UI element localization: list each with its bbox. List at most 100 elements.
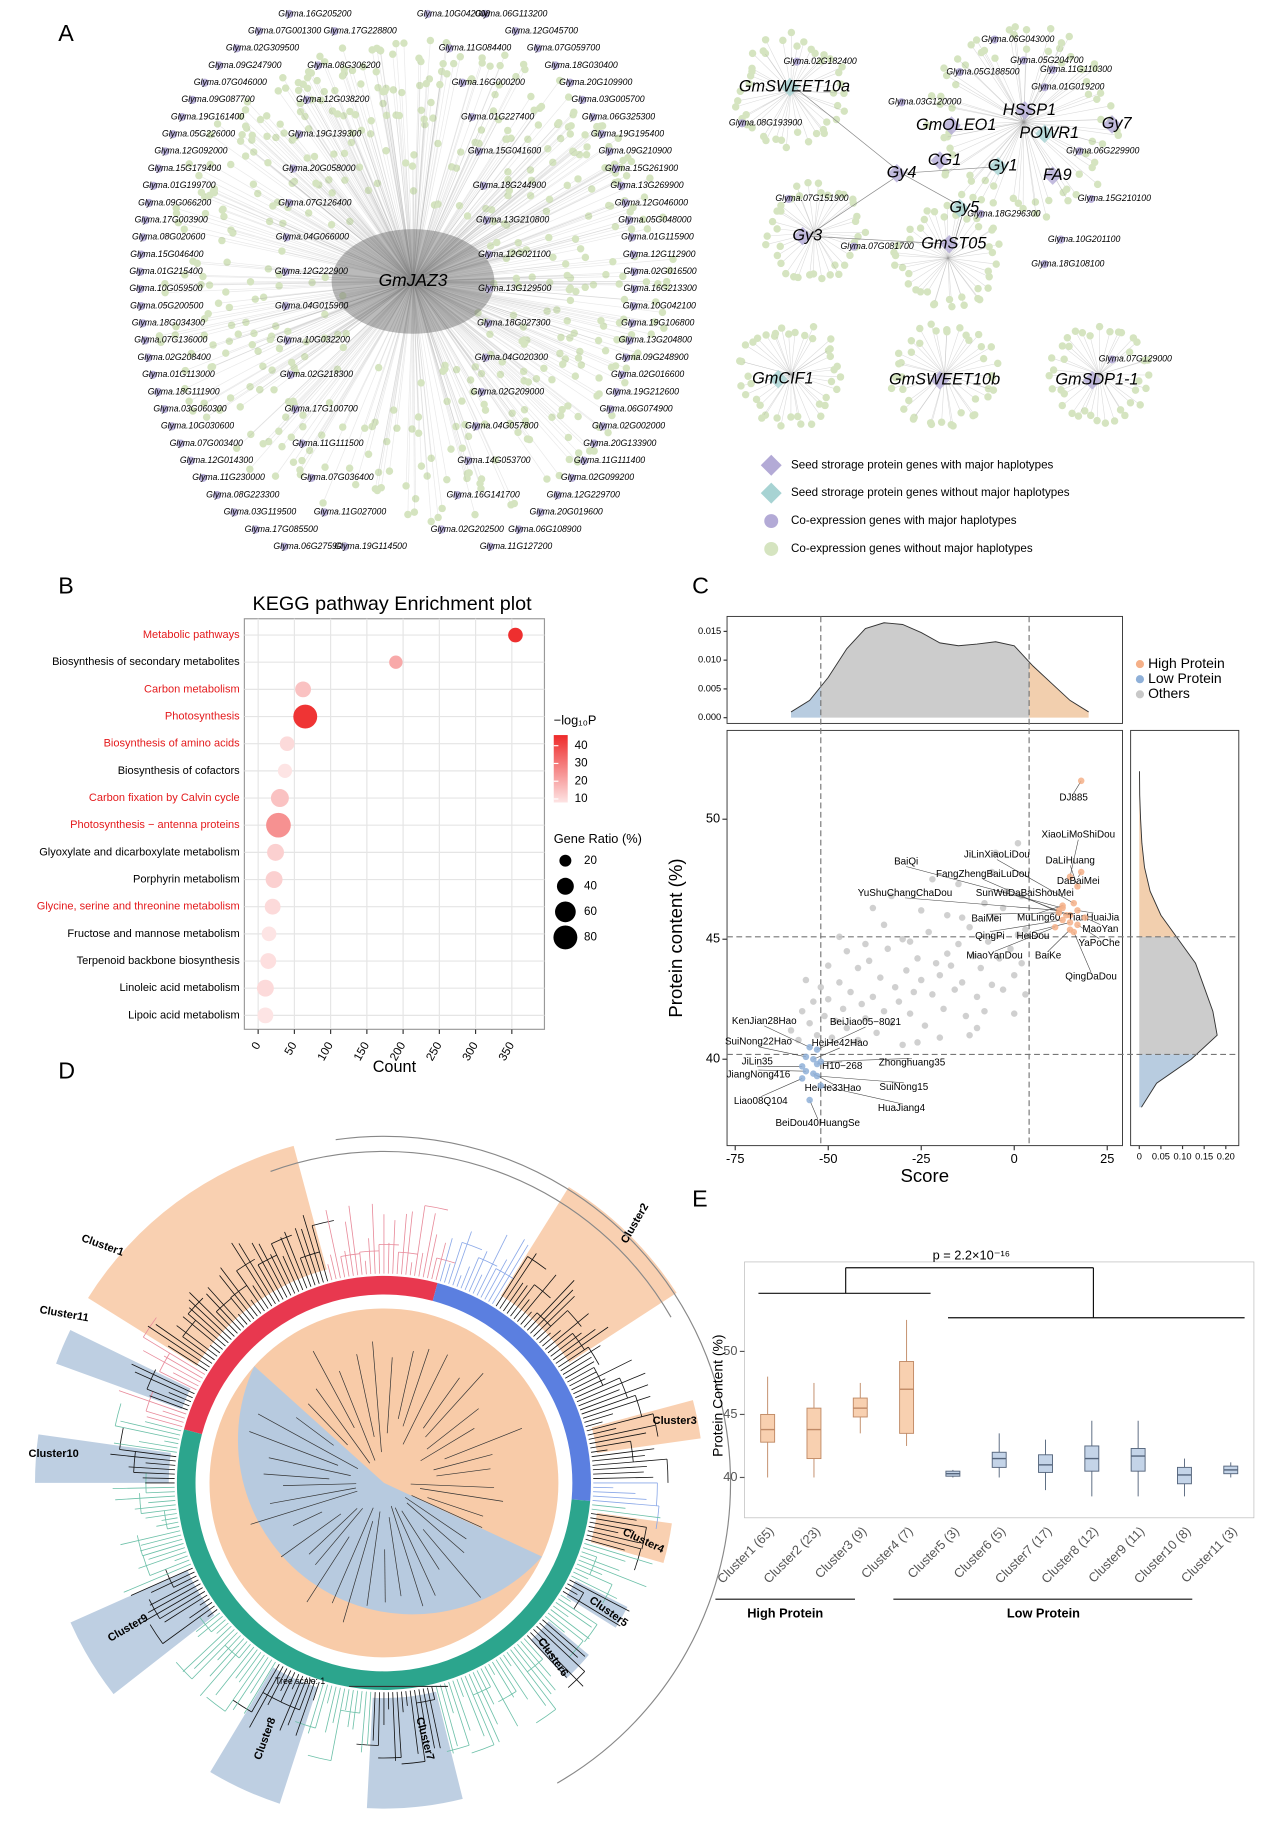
- edge: [790, 90, 825, 134]
- edge: [944, 121, 1024, 138]
- edge: [412, 281, 511, 424]
- node: [1136, 401, 1144, 409]
- branch: [182, 1625, 232, 1672]
- edge: [344, 73, 414, 282]
- edge: [412, 281, 446, 366]
- branch: [499, 1657, 529, 1700]
- edge: [210, 281, 414, 368]
- gene-label: Glyma.01G113000: [142, 369, 215, 379]
- ring: [432, 1282, 591, 1501]
- hub-label: Gy5: [949, 198, 980, 216]
- edge: [944, 346, 992, 375]
- node: [321, 463, 329, 471]
- edge: [945, 121, 1024, 173]
- edge: [933, 258, 949, 305]
- branch: [401, 1213, 407, 1275]
- node: [430, 201, 439, 209]
- gene-node: [477, 387, 486, 397]
- branch: [468, 1251, 488, 1292]
- edge: [198, 175, 414, 282]
- edge: [275, 137, 414, 282]
- node: [316, 52, 324, 61]
- branch: [271, 1243, 296, 1294]
- chart-title: KEGG pathway Enrichment plot: [253, 593, 533, 615]
- edge: [412, 172, 616, 282]
- point: [1010, 1010, 1018, 1017]
- branch: [484, 1259, 508, 1300]
- node: [498, 358, 506, 366]
- node: [555, 76, 564, 85]
- box: [991, 1451, 1007, 1468]
- branch: [162, 1410, 185, 1419]
- legend-marker: [764, 514, 779, 529]
- node: [991, 54, 999, 62]
- inner-branch: [388, 1517, 402, 1597]
- edge: [229, 281, 414, 342]
- point: [921, 1022, 929, 1029]
- edge: [302, 281, 414, 416]
- node: [822, 393, 830, 402]
- edge: [362, 66, 414, 282]
- dot: [266, 812, 291, 838]
- point: [992, 849, 999, 857]
- dot: [277, 763, 293, 778]
- node: [303, 74, 312, 82]
- node: [556, 411, 565, 420]
- node: [236, 137, 245, 145]
- node: [346, 217, 354, 226]
- node: [1093, 180, 1102, 189]
- point-label: SuiNong15: [879, 1082, 928, 1093]
- branch: [143, 1350, 201, 1383]
- node: [174, 218, 183, 227]
- branch: [575, 1567, 613, 1585]
- gene-label: Glyma.07G036400: [300, 472, 373, 482]
- node: [279, 74, 287, 82]
- node: [486, 242, 495, 250]
- edge: [412, 129, 482, 282]
- node: [741, 341, 750, 349]
- gene-node: [144, 353, 153, 362]
- edge: [412, 167, 606, 282]
- node: [1084, 90, 1093, 99]
- branch: [592, 1458, 668, 1466]
- edge: [225, 281, 414, 354]
- node: [907, 348, 916, 356]
- point: [925, 928, 932, 936]
- gene-label: Glyma.19G212600: [606, 386, 679, 396]
- edge: [940, 96, 1024, 123]
- inner-branch: [269, 1487, 357, 1504]
- gene-node: [141, 336, 150, 345]
- gene-node: [486, 542, 495, 551]
- hub-node: [930, 371, 950, 390]
- node: [977, 342, 986, 351]
- node: [508, 248, 516, 257]
- gene-node: [578, 95, 587, 104]
- node: [811, 49, 819, 58]
- edge: [790, 90, 817, 134]
- edge: [412, 281, 416, 499]
- edge: [412, 185, 568, 282]
- edge: [412, 258, 507, 282]
- branch: [372, 1692, 376, 1741]
- branch: [378, 1757, 402, 1759]
- gene-label: Glyma.13G269900: [610, 180, 683, 190]
- edge: [776, 210, 815, 233]
- edge: [412, 256, 635, 282]
- edge: [814, 232, 836, 266]
- branch: [330, 1688, 346, 1761]
- point: [880, 1007, 888, 1015]
- edge: [293, 281, 414, 463]
- branch: [587, 1530, 640, 1544]
- edge: [807, 235, 954, 245]
- edge: [412, 281, 598, 397]
- node: [930, 207, 939, 216]
- node: [958, 293, 966, 301]
- branch: [378, 1692, 380, 1746]
- edge: [412, 152, 575, 282]
- gene-label: Glyma.20G058000: [282, 163, 355, 173]
- edge: [412, 281, 463, 402]
- node: [839, 190, 848, 199]
- point: [854, 1036, 862, 1044]
- edge: [412, 261, 613, 282]
- node: [474, 309, 482, 317]
